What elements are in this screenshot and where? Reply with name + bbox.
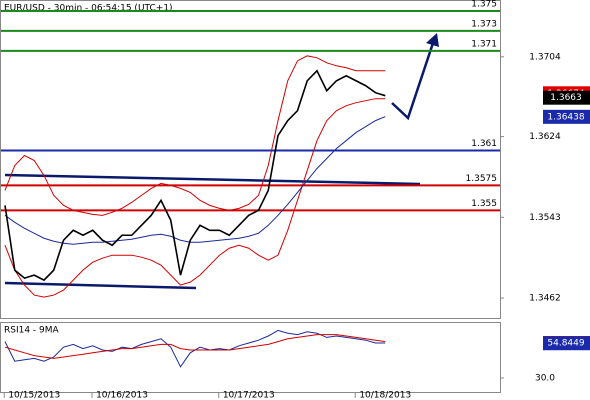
- y-tick-label: 1.3704: [529, 52, 561, 62]
- series-line: [4, 116, 386, 245]
- level-label: 1.375: [471, 0, 497, 9]
- x-tick-label: 10/15/2013: [8, 391, 60, 400]
- rsi-panel: [0, 322, 501, 393]
- projection-arrow: [391, 39, 436, 121]
- level-label: 1.371: [471, 39, 497, 49]
- level-label: 1.361: [471, 139, 497, 149]
- series-line: [4, 55, 386, 216]
- y-tick-label: 1.3543: [529, 213, 561, 223]
- series-line: [4, 69, 386, 282]
- level-label: 1.373: [471, 19, 497, 29]
- series-line: [4, 334, 386, 359]
- price-tag-label: 1.3663: [550, 93, 582, 103]
- price-tag: [543, 90, 590, 105]
- trend-line: [4, 281, 197, 290]
- series-line: [4, 329, 386, 368]
- x-tick-label: 10/18/2013: [359, 391, 411, 400]
- price-tag: [543, 336, 590, 351]
- x-tick-label: 10/17/2013: [223, 391, 275, 400]
- main-panel: [0, 0, 501, 319]
- arrow-head: [426, 33, 439, 47]
- x-tick-label: 10/16/2013: [96, 391, 148, 400]
- price-tag-label: 54.8449: [547, 339, 584, 349]
- level-label: 1.355: [471, 199, 497, 209]
- y-tick-label: 1.3462: [529, 294, 561, 304]
- y-tick-label: 1.3624: [529, 132, 561, 142]
- price-tag-label: 1.36438: [547, 112, 584, 122]
- trend-line: [4, 173, 421, 186]
- y-tick-label: 30.0: [535, 374, 555, 384]
- chart-title: EUR/USD - 30min - 06:54:15 (UTC+1): [4, 4, 173, 14]
- rsi-title: RSI14 - 9MA: [4, 326, 60, 336]
- price-tag: [543, 109, 590, 124]
- level-label: 1.3575: [466, 174, 498, 184]
- series-line: [4, 98, 386, 298]
